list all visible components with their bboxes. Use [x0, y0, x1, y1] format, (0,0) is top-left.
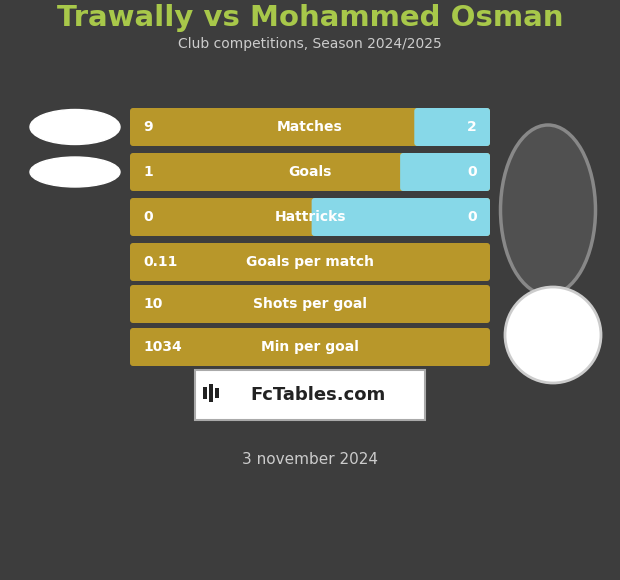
FancyBboxPatch shape — [130, 108, 490, 146]
Text: Shots per goal: Shots per goal — [253, 297, 367, 311]
Bar — [203, 387, 207, 399]
FancyBboxPatch shape — [130, 153, 490, 191]
Text: Matches: Matches — [277, 120, 343, 134]
FancyBboxPatch shape — [400, 153, 490, 191]
FancyBboxPatch shape — [414, 108, 490, 146]
Bar — [209, 384, 213, 402]
Text: FcTables.com: FcTables.com — [250, 386, 386, 404]
Text: 0.11: 0.11 — [143, 255, 177, 269]
Text: 0: 0 — [467, 210, 477, 224]
FancyBboxPatch shape — [130, 328, 490, 366]
Bar — [403, 156, 413, 188]
Text: Trawally vs Mohammed Osman: Trawally vs Mohammed Osman — [57, 4, 563, 32]
Ellipse shape — [30, 157, 120, 187]
Ellipse shape — [30, 110, 120, 144]
Text: 2: 2 — [467, 120, 477, 134]
Text: Min per goal: Min per goal — [261, 340, 359, 354]
Text: Hattricks: Hattricks — [274, 210, 346, 224]
FancyBboxPatch shape — [195, 370, 425, 420]
Text: 1: 1 — [143, 165, 153, 179]
Text: Goals: Goals — [288, 165, 332, 179]
Circle shape — [505, 287, 601, 383]
Text: 0: 0 — [143, 210, 153, 224]
FancyBboxPatch shape — [130, 285, 490, 323]
FancyBboxPatch shape — [130, 243, 490, 281]
Bar — [215, 388, 219, 398]
Text: Club competitions, Season 2024/2025: Club competitions, Season 2024/2025 — [178, 37, 442, 51]
Text: 1034: 1034 — [143, 340, 182, 354]
Bar — [314, 201, 325, 233]
Text: 0: 0 — [467, 165, 477, 179]
Text: 10: 10 — [143, 297, 162, 311]
FancyBboxPatch shape — [130, 198, 490, 236]
FancyBboxPatch shape — [312, 198, 490, 236]
Bar — [417, 111, 427, 143]
Ellipse shape — [500, 125, 595, 295]
Text: 3 november 2024: 3 november 2024 — [242, 452, 378, 467]
Text: Goals per match: Goals per match — [246, 255, 374, 269]
Text: 9: 9 — [143, 120, 153, 134]
